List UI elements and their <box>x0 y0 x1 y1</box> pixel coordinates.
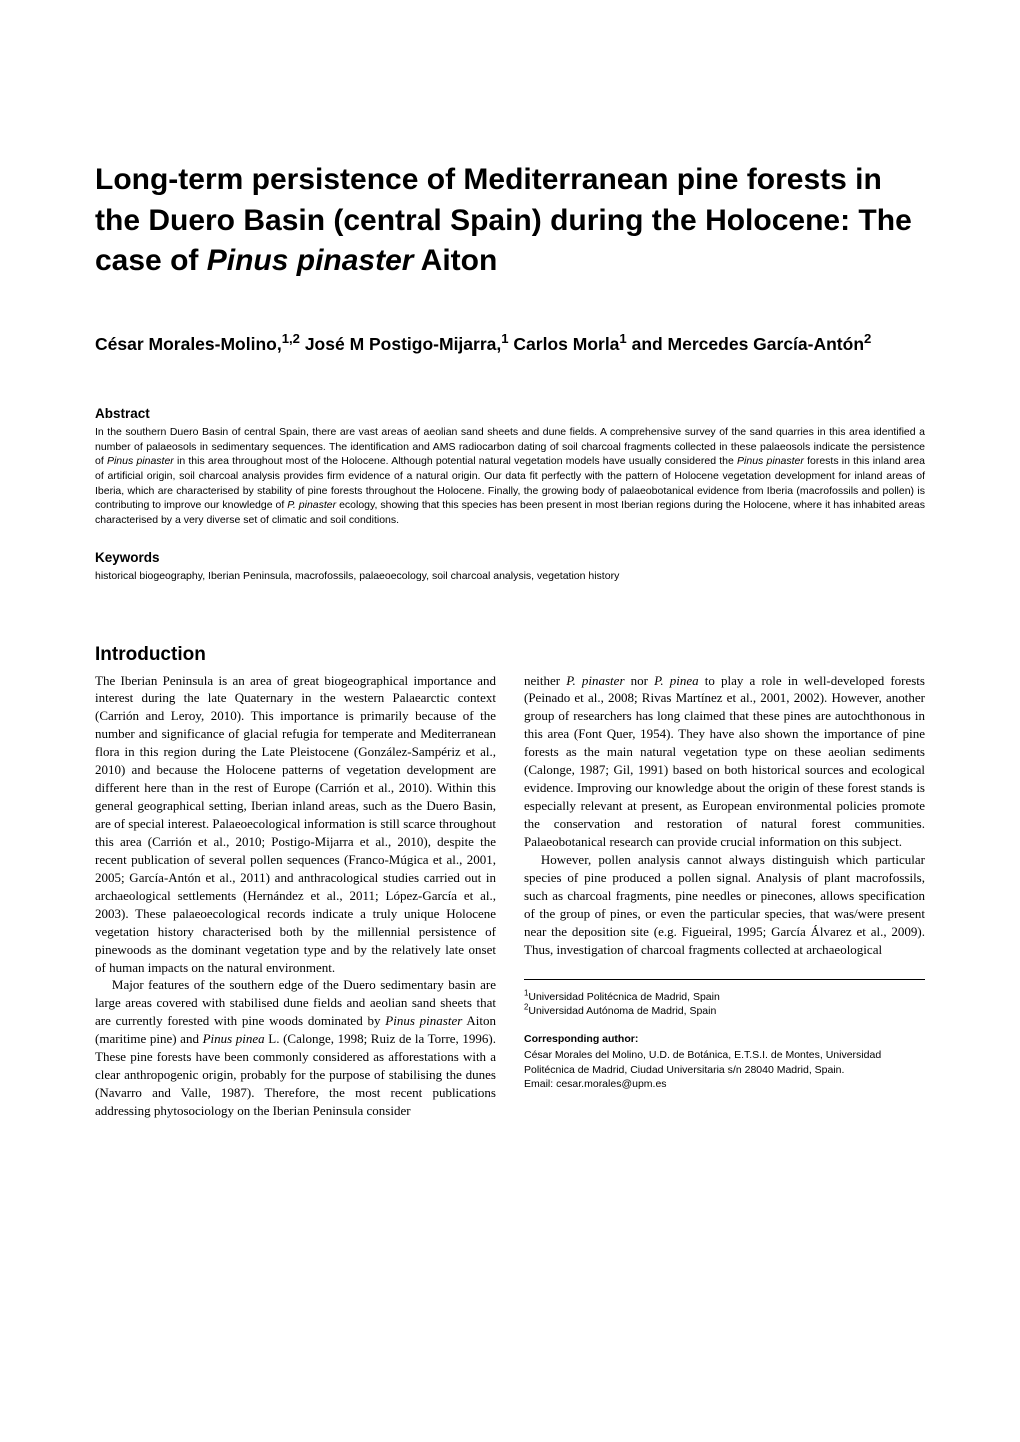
right-column: neither P. pinaster nor P. pinea to play… <box>524 672 925 1120</box>
corresponding-author-label: Corresponding author: <box>524 1033 925 1045</box>
introduction-heading: Introduction <box>95 644 925 666</box>
affiliations: 1Universidad Politécnica de Madrid, Spai… <box>524 990 925 1019</box>
corresponding-author-text: César Morales del Molino, U.D. de Botáni… <box>524 1048 925 1092</box>
affiliation-divider <box>524 979 925 980</box>
affiliation-line: 2Universidad Autónoma de Madrid, Spain <box>524 1004 925 1019</box>
keywords-label: Keywords <box>95 550 925 565</box>
body-paragraph: However, pollen analysis cannot always d… <box>524 851 925 959</box>
keywords-text: historical biogeography, Iberian Peninsu… <box>95 569 925 584</box>
affiliation-line: 1Universidad Politécnica de Madrid, Spai… <box>524 990 925 1005</box>
abstract-label: Abstract <box>95 406 925 421</box>
author-list: César Morales-Molino,1,2 José M Postigo-… <box>95 332 925 357</box>
corresponding-author-address: César Morales del Molino, U.D. de Botáni… <box>524 1048 925 1077</box>
abstract-text: In the southern Duero Basin of central S… <box>95 425 925 528</box>
two-column-body: The Iberian Peninsula is an area of grea… <box>95 672 925 1120</box>
corresponding-author-email: Email: cesar.morales@upm.es <box>524 1077 925 1092</box>
paper-title: Long-term persistence of Mediterranean p… <box>95 160 925 282</box>
body-paragraph: Major features of the southern edge of t… <box>95 976 496 1120</box>
body-paragraph: neither P. pinaster nor P. pinea to play… <box>524 672 925 851</box>
left-column: The Iberian Peninsula is an area of grea… <box>95 672 496 1120</box>
body-paragraph: The Iberian Peninsula is an area of grea… <box>95 672 496 977</box>
